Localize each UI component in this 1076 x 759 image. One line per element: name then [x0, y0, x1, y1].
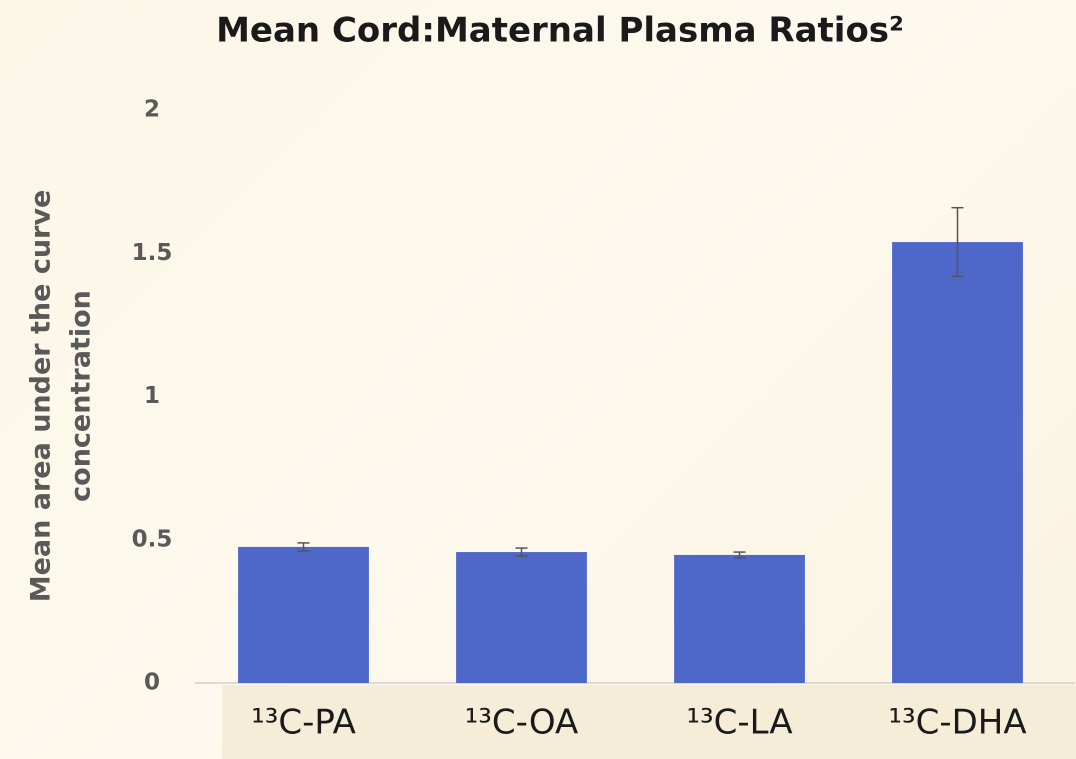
bar — [674, 554, 805, 683]
y-axis-label: Mean area under the curve — [26, 190, 57, 603]
y-tick-label: 2 — [144, 97, 160, 123]
category-band — [222, 685, 1076, 759]
y-tick-label: 1.5 — [132, 240, 173, 266]
x-tick-label: ¹³C-LA — [686, 703, 792, 743]
y-tick-label: 0.5 — [132, 526, 173, 552]
bar — [456, 552, 587, 683]
y-tick-label: 0 — [144, 670, 160, 696]
y-tick-label: 1 — [144, 383, 160, 409]
x-tick-label: ¹³C-OA — [465, 703, 579, 743]
bar — [238, 546, 369, 683]
chart-title: Mean Cord:Maternal Plasma Ratios² — [216, 11, 904, 51]
y-axis-label: concentration — [66, 290, 97, 502]
x-tick-label: ¹³C-DHA — [888, 703, 1026, 743]
bar — [892, 242, 1023, 683]
x-tick-label: ¹³C-PA — [251, 703, 356, 743]
